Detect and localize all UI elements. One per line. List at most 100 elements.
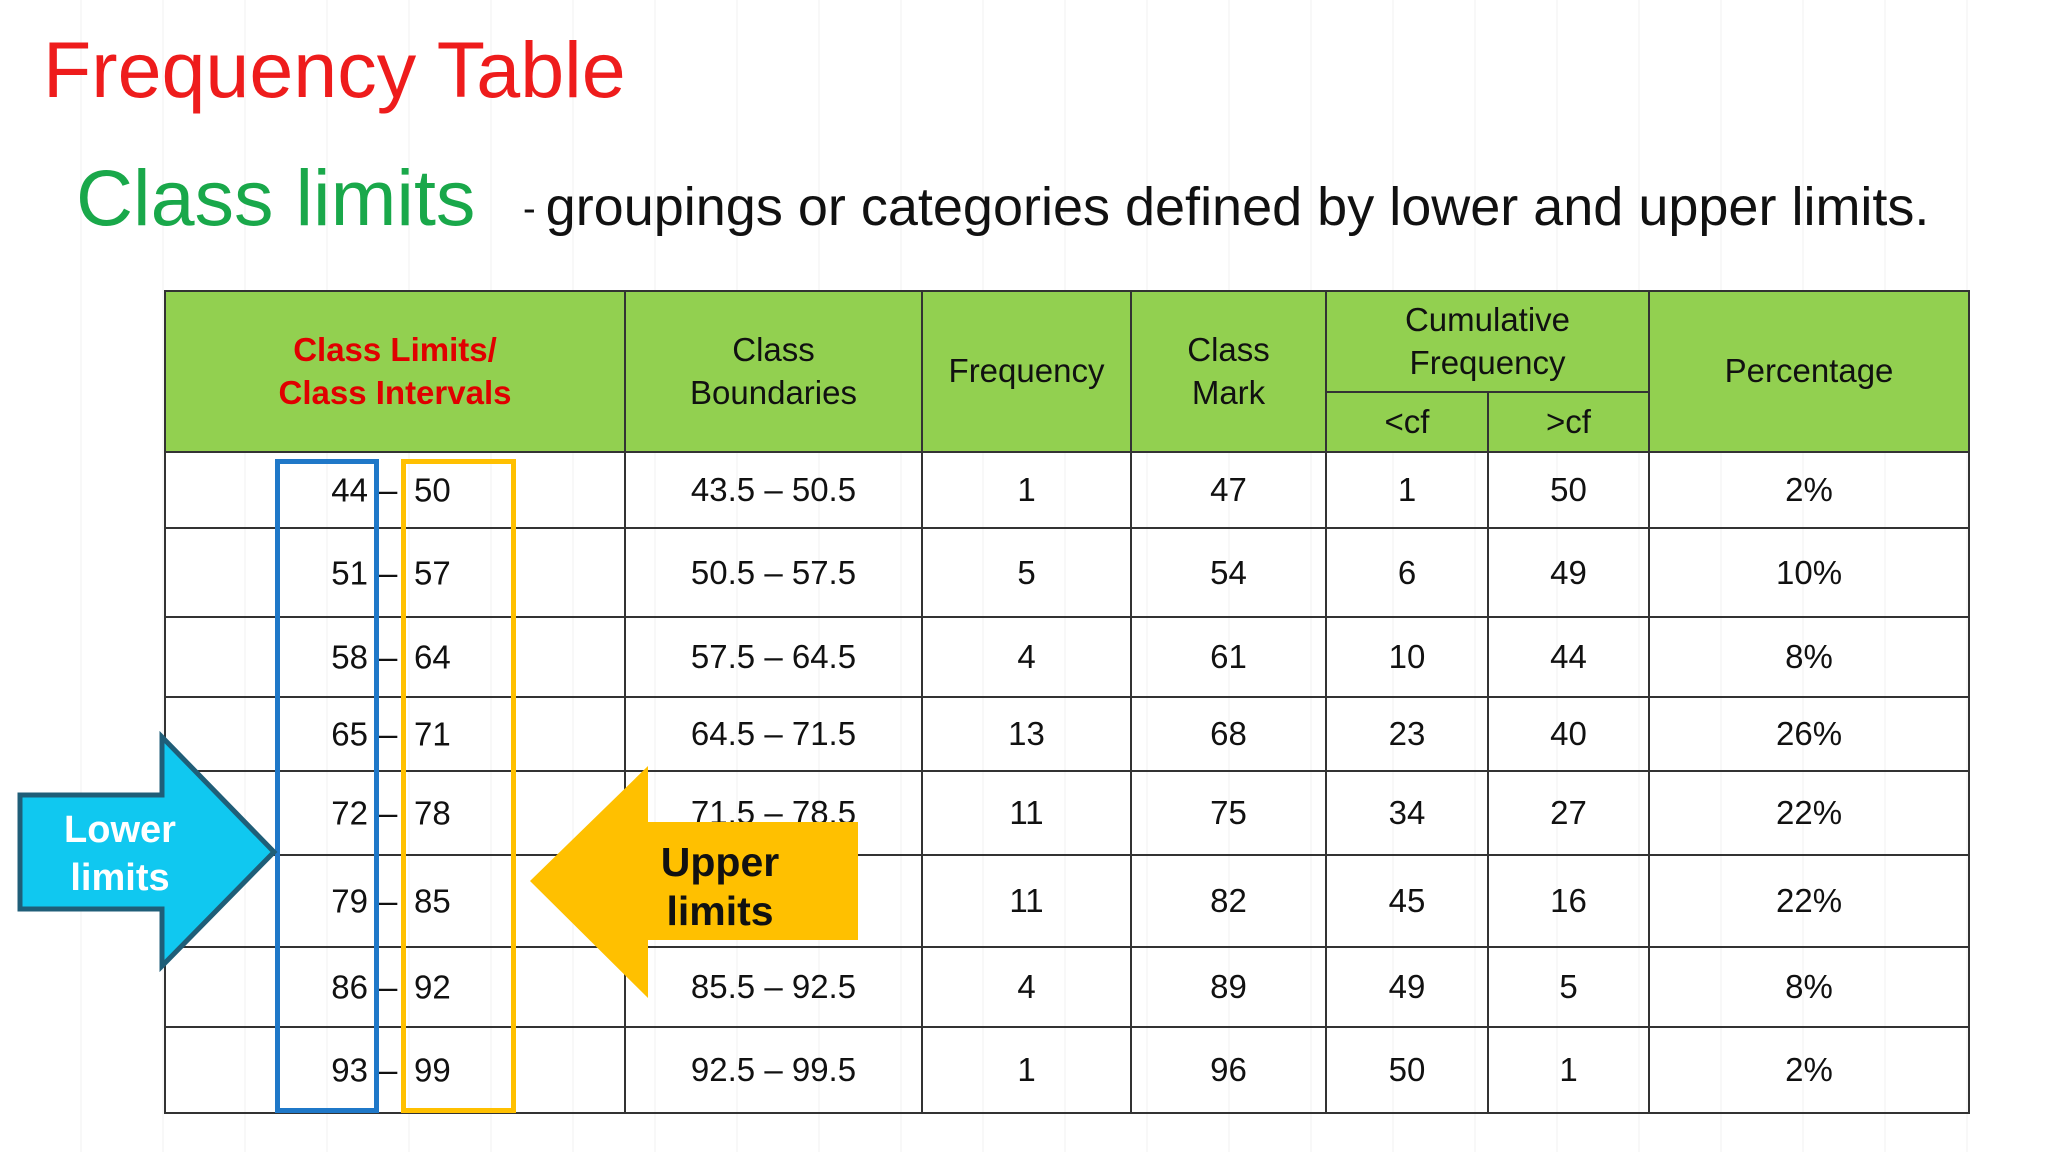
- header-class-limits-line1: Class Limits/: [293, 331, 497, 369]
- cell-percentage: 2%: [1648, 1026, 1971, 1114]
- cell-frequency: 11: [921, 854, 1132, 948]
- cell-greater-cf: 5: [1486, 946, 1651, 1028]
- upper-limit-value: 57: [414, 554, 451, 591]
- cell-less-cf: 50: [1325, 1026, 1489, 1114]
- header-cumulative-line2: Frequency: [1409, 343, 1566, 381]
- header-greater-cf: >cf: [1486, 391, 1651, 453]
- upper-limits-label: Upper limits: [630, 838, 810, 936]
- cell-less-cf: 10: [1325, 616, 1489, 698]
- upper-limit-value: 50: [414, 471, 451, 509]
- cell-frequency: 1: [921, 1026, 1132, 1114]
- cell-boundaries: 57.5 – 64.5: [624, 616, 923, 698]
- header-mark-line2: Mark: [1191, 373, 1266, 411]
- header-class-limits-line2: Class Intervals: [278, 373, 512, 411]
- upper-limit-value: 64: [414, 638, 451, 676]
- cell-mark: 96: [1130, 1026, 1327, 1114]
- frequency-table: Class Limits/ Class Intervals Class Boun…: [164, 290, 1971, 1114]
- lower-limit-value: 65: [331, 715, 368, 753]
- header-mark-line1: Class: [1187, 331, 1270, 369]
- cell-class-limits: 93–99: [164, 1026, 626, 1114]
- limit-separator: –: [379, 715, 398, 753]
- cell-class-limits: 58–64: [164, 616, 626, 698]
- cell-frequency: 4: [921, 616, 1132, 698]
- cell-frequency: 11: [921, 770, 1132, 856]
- cell-class-limits: 79–85: [164, 854, 626, 948]
- definition-dash: -: [523, 188, 536, 230]
- table-row: 51–57 50.5 – 57.5 5 54 6 49 10%: [164, 527, 1971, 618]
- cell-percentage: 8%: [1648, 946, 1971, 1028]
- section-heading: Class limits: [76, 153, 476, 242]
- definition-text: - groupings or categories defined by lowe…: [523, 180, 1929, 234]
- limit-separator: –: [379, 1051, 398, 1089]
- cell-frequency: 13: [921, 696, 1132, 772]
- lower-limits-label: Lower limits: [30, 807, 210, 902]
- lower-limit-value: 72: [331, 794, 368, 832]
- cell-greater-cf: 49: [1486, 527, 1651, 618]
- header-boundaries-line1: Class: [732, 331, 815, 369]
- upper-limit-value: 85: [414, 882, 451, 920]
- cell-frequency: 1: [921, 451, 1132, 529]
- header-class-mark: Class Mark: [1130, 290, 1327, 453]
- header-cumulative-frequency: Cumulative Frequency: [1324, 290, 1651, 393]
- cell-percentage: 10%: [1648, 527, 1971, 618]
- header-subrow: <cf >cf: [165, 391, 1969, 453]
- header-cumulative-line1: Cumulative: [1404, 301, 1571, 339]
- limit-separator: –: [379, 471, 398, 509]
- limit-separator: –: [379, 638, 398, 676]
- cell-mark: 61: [1130, 616, 1327, 698]
- cell-less-cf: 23: [1325, 696, 1489, 772]
- cell-less-cf: 45: [1325, 854, 1489, 948]
- lower-limit-value: 51: [331, 554, 368, 591]
- cell-boundaries: 43.5 – 50.5: [624, 451, 923, 529]
- cell-greater-cf: 16: [1486, 854, 1651, 948]
- cell-percentage: 8%: [1648, 616, 1971, 698]
- cell-boundaries: 92.5 – 99.5: [624, 1026, 923, 1114]
- header-frequency: Frequency: [921, 290, 1132, 453]
- table-row: 93–99 92.5 – 99.5 1 96 50 1 2%: [164, 1026, 1971, 1114]
- cell-less-cf: 34: [1325, 770, 1489, 856]
- upper-limits-label-line1: Upper: [660, 839, 780, 885]
- cell-greater-cf: 27: [1486, 770, 1651, 856]
- cell-greater-cf: 44: [1486, 616, 1651, 698]
- upper-limit-value: 78: [414, 794, 451, 832]
- limit-separator: –: [379, 968, 398, 1006]
- lower-limits-label-line2: limits: [70, 856, 170, 899]
- cell-frequency: 4: [921, 946, 1132, 1028]
- cell-class-limits: 86–92: [164, 946, 626, 1028]
- table-row: 65–71 64.5 – 71.5 13 68 23 40 26%: [164, 696, 1971, 772]
- table-row: 44–50 43.5 – 50.5 1 47 1 50 2%: [164, 451, 1971, 529]
- lower-limits-label-line1: Lower: [64, 809, 176, 851]
- cell-mark: 54: [1130, 527, 1327, 618]
- lower-limit-value: 44: [331, 471, 368, 509]
- cell-less-cf: 49: [1325, 946, 1489, 1028]
- upper-limit-value: 99: [414, 1051, 451, 1089]
- definition-body: groupings or categories defined by lower…: [545, 177, 1930, 237]
- header-class-boundaries: Class Boundaries: [624, 290, 923, 453]
- limit-separator: –: [379, 554, 398, 591]
- upper-limit-value: 92: [414, 968, 451, 1006]
- table-row: 79–85 78.5 – 85.5 11 82 45 16 22%: [164, 854, 1971, 948]
- cell-class-limits: 65–71: [164, 696, 626, 772]
- header-class-limits: Class Limits/ Class Intervals: [164, 290, 626, 453]
- cell-mark: 68: [1130, 696, 1327, 772]
- upper-limit-value: 71: [414, 715, 451, 753]
- cell-less-cf: 6: [1325, 527, 1489, 618]
- cell-less-cf: 1: [1325, 451, 1489, 529]
- table-row: 72–78 71.5 – 78.5 11 75 34 27 22%: [164, 770, 1971, 856]
- cell-percentage: 26%: [1648, 696, 1971, 772]
- cell-class-limits: 51–57: [164, 527, 626, 618]
- cell-percentage: 22%: [1648, 770, 1971, 856]
- lower-limit-value: 79: [331, 882, 368, 920]
- cell-greater-cf: 50: [1486, 451, 1651, 529]
- cell-mark: 47: [1130, 451, 1327, 529]
- cell-boundaries: 64.5 – 71.5: [624, 696, 923, 772]
- cell-class-limits: 72–78: [164, 770, 626, 856]
- cell-mark: 89: [1130, 946, 1327, 1028]
- cell-boundaries: 85.5 – 92.5: [624, 946, 923, 1028]
- cell-greater-cf: 1: [1486, 1026, 1651, 1114]
- cell-greater-cf: 40: [1486, 696, 1651, 772]
- lower-limit-value: 58: [331, 638, 368, 676]
- table-row: 86–92 85.5 – 92.5 4 89 49 5 8%: [164, 946, 1971, 1028]
- upper-limits-label-line2: limits: [666, 888, 774, 935]
- limit-separator: –: [379, 794, 398, 832]
